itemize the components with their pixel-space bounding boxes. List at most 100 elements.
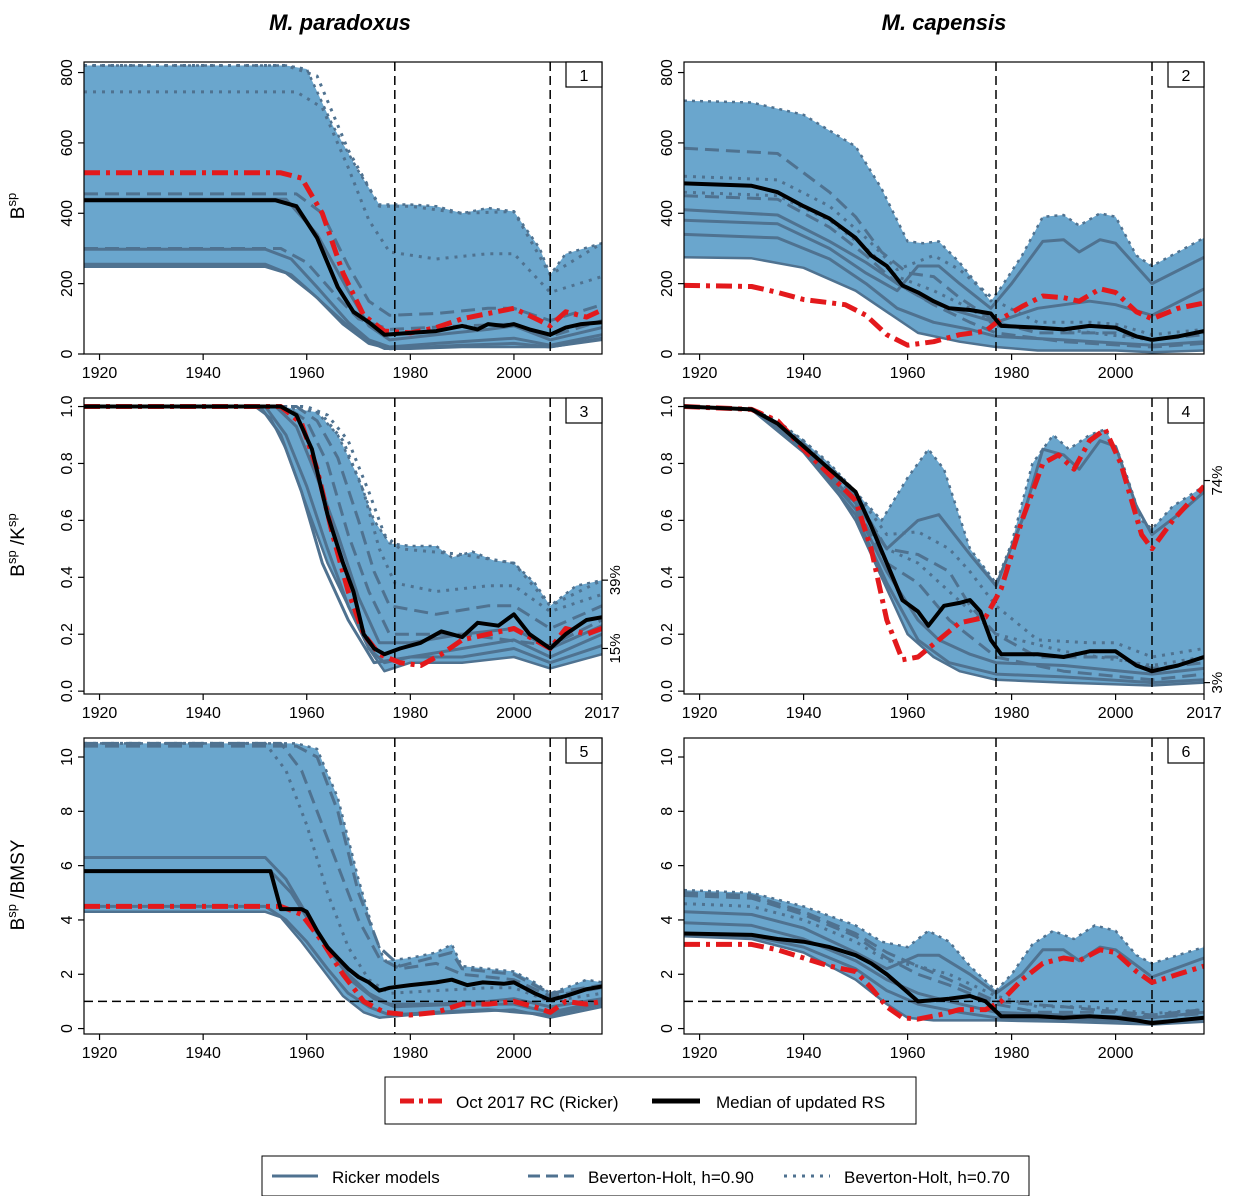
panel-2-ricker-line-2 [684,208,1204,324]
col-title-right: M. capensis [882,10,1007,35]
ylabel-row2: Bsp /Ksp [4,513,29,576]
panel-5-band-edge-lower [84,910,602,1019]
panel-4-ytick-label-2: 0.4 [659,566,676,588]
panel-3-ytick-label-2: 0.4 [59,566,76,588]
panel-2-number: 2 [1182,68,1191,85]
panel-3-ytick-label-5: 1.0 [59,395,76,417]
panel-3-xtick-label-1920: 1920 [82,705,118,722]
panel-2-ytick-label-0: 0 [659,349,676,358]
panel-5-ytick-label-0: 0 [59,1024,76,1033]
panel-5-frame [83,737,603,1035]
ylabel-row2-sup: sp [4,550,19,564]
panel-1-uncertainty-band [84,65,602,349]
panel-5-ytick-label-5: 10 [59,748,76,766]
panel-4-xtick-label-1960: 1960 [890,705,926,722]
panel-1-xtick-label-1940: 1940 [185,365,221,382]
panel-6-xtick-label-1960: 1960 [890,1045,926,1062]
panel-3-bh070-line-2 [84,405,602,608]
panel-4: 4 1920 1940 1960 1980 2000 2017 0.0 0.2 0.4 0.6 0.8… [659,395,1226,722]
panel-1-frame [83,61,603,355]
panel-2-ricker-line-3 [684,232,1204,347]
panel-4-ytick-label-0: 0.0 [659,680,676,702]
panel-5-ytick-label-2: 4 [59,915,76,924]
ylabel-row2-base: B [8,564,29,577]
panel-4-frame [683,397,1205,695]
legend-bh70-label: Beverton-Holt, h=0.70 [844,1168,1010,1187]
ylabel-row3-tail: /BMSY [8,839,29,904]
panel-6-rc-line [684,941,1204,1022]
panel-6-number-box [1167,737,1205,764]
panel-6-xtick-label-1920: 1920 [682,1045,718,1062]
panel-6-plot [684,738,1204,1034]
panel-3-number-box [565,397,603,424]
panel-3-plot [84,398,602,694]
panel-4-number: 4 [1182,404,1191,421]
panel-6-ytick-label-1: 2 [659,970,676,979]
panel-4-xtick-label-2000: 2000 [1098,705,1134,722]
panel-6: 6 1920 1940 1960 1980 2000 0 2 4 6 8 10 [659,737,1205,1062]
panel-4-bh090-line-1 [684,405,1204,670]
panel-4-plot [684,398,1204,694]
panel-3-band-edge-lower [84,405,602,673]
panel-2-plot [684,62,1204,354]
panel-5-xtick-label-1960: 1960 [289,1045,325,1062]
panel-1-ricker-line-1 [84,247,602,349]
panel-5-number-box [565,737,603,764]
panel-4-xtick-label-2017: 2017 [1186,705,1222,722]
panel-5: 5 1920 1940 1960 1980 2000 0 2 4 6 8 10 [59,737,603,1062]
panel-2-bh090-line-2 [684,194,1204,349]
panel-3-bh070-line-1 [84,405,602,613]
panel-2-uncertainty-band [684,100,1204,353]
panel-3-xtick-label-1980: 1980 [393,705,429,722]
panel-1-xtick-label-2000: 2000 [496,365,532,382]
legend-top: Oct 2017 RC (Ricker) Median of updated R… [384,1076,917,1125]
panel-3-xtick-label-2017: 2017 [584,705,620,722]
panel-1-plot [84,62,602,354]
legend-bottom-box [261,1155,1030,1196]
panel-1-xtick-label-1960: 1960 [289,365,325,382]
ylabel-row2-mid: /K [8,527,29,551]
legend-bh90-label: Beverton-Holt, h=0.90 [588,1168,754,1187]
panel-4-bh070-line-1 [684,405,1204,659]
panel-3-band-edge-upper [84,405,602,608]
panel-3-ytick-label-0: 0.0 [59,680,76,702]
panel-2-xtick-label-2000: 2000 [1098,365,1134,382]
legend-top-box [384,1076,917,1125]
panel-1: 1 1920 1940 1960 1980 2000 0 200 400 600 800 [59,59,603,382]
legend-rc-label: Oct 2017 RC (Ricker) [456,1093,618,1112]
panel-4-band-edge-lower [684,405,1204,687]
panel-6-bh090-line-1 [684,894,1204,1020]
panel-5-xtick-label-1980: 1980 [393,1045,429,1062]
panel-6-bh090-line-2 [684,891,1204,1017]
panel-2-ytick-label-2: 400 [659,200,676,227]
panel-2-xtick-label-1920: 1920 [682,365,718,382]
panel-3: 3 1920 1940 1960 1980 2000 2017 0.0 0.2 0.4 0.6 0.8… [59,395,624,722]
panel-6-number: 6 [1182,744,1191,761]
panel-4-number-box [1167,397,1205,424]
panel-1-median-line [84,198,602,337]
panel-1-bh070-line-2 [84,64,602,277]
panel-5-bh070-line-1 [84,741,602,1003]
ylabel-row2-sup2: sp [4,513,19,527]
panel-4-xtick-label-1940: 1940 [786,705,822,722]
panel-6-xtick-label-1980: 1980 [994,1045,1030,1062]
panel-5-median-line [84,869,602,1003]
panel-6-median-line [684,931,1204,1026]
panel-3-right-label-2: 15% [607,633,624,663]
ylabel-row3: Bsp /BMSY [4,839,29,930]
panel-1-ytick-label-0: 0 [59,349,76,358]
legend-median-label: Median of updated RS [716,1093,885,1112]
panel-3-uncertainty-band [84,406,602,672]
panel-3-number: 3 [580,404,589,421]
panel-2-ricker-line-1 [684,218,1204,310]
panel-4-xtick-label-1980: 1980 [994,705,1030,722]
panel-2-band-edge-upper [684,99,1204,303]
panel-2-bh070-line-1 [684,174,1204,337]
panel-2-ytick-label-4: 800 [659,59,676,86]
panel-5-ytick-label-4: 8 [59,807,76,816]
panel-6-xtick-label-1940: 1940 [786,1045,822,1062]
panel-6-ytick-label-2: 4 [659,915,676,924]
panel-3-bh090-line-1 [84,405,602,630]
panel-6-xtick-label-2000: 2000 [1098,1045,1134,1062]
